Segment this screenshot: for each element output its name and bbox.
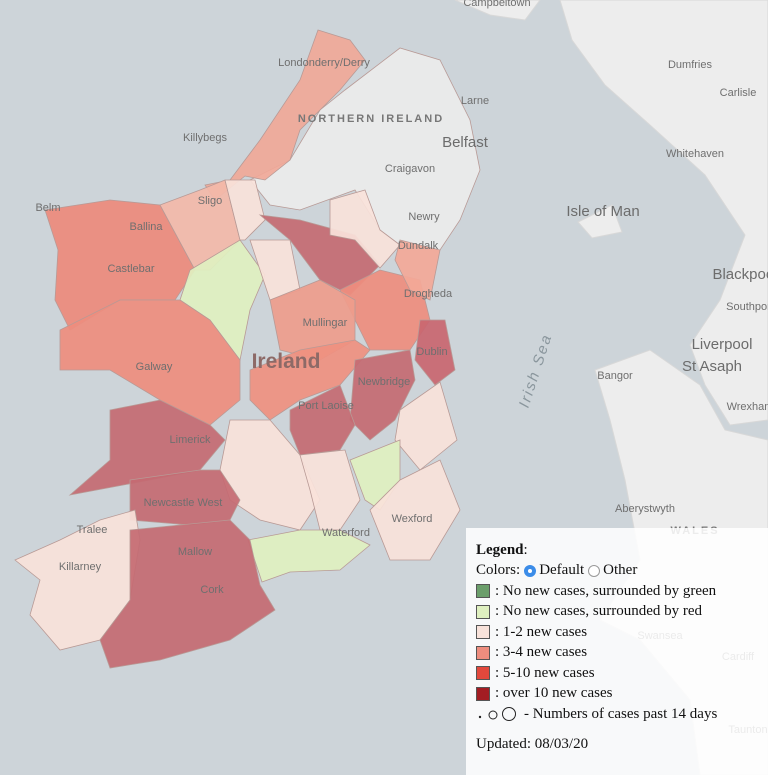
legend-label: : 5-10 new cases	[495, 664, 595, 681]
place-label: Isle of Man	[566, 203, 639, 220]
radio-button[interactable]	[588, 564, 601, 577]
legend-swatch	[476, 645, 490, 660]
place-label: Carlisle	[720, 87, 757, 99]
legend-title: Legend	[476, 541, 524, 558]
legend-label: : 3-4 new cases	[495, 644, 588, 661]
legend-swatch	[476, 666, 490, 681]
place-label: Craigavon	[385, 163, 435, 175]
place-label: Ballina	[129, 221, 163, 233]
place-label: Dumfries	[668, 59, 713, 71]
legend-label: : 1-2 new cases	[495, 623, 588, 640]
legend-item: : 3-4 new cases	[476, 643, 768, 664]
place-label: Dundalk	[398, 240, 439, 252]
place-label: Whitehaven	[666, 148, 724, 160]
circles-label: - Numbers of cases past 14 days	[524, 705, 718, 722]
place-label: Aberystwyth	[615, 503, 675, 515]
place-label: Newbridge	[358, 376, 411, 388]
place-label: Blackpool	[712, 266, 768, 283]
place-label: Killarney	[59, 561, 102, 573]
place-label: Londonderry/Derry	[278, 57, 370, 69]
legend-swatch	[476, 584, 490, 599]
place-label: Cork	[200, 584, 224, 596]
place-label: NORTHERN IRELAND	[298, 113, 444, 125]
place-label: Mallow	[178, 546, 212, 558]
legend-item: : No new cases, surrounded by red	[476, 602, 768, 623]
place-label: Wrexham	[727, 401, 768, 413]
circles-row: - Numbers of cases past 14 days	[476, 704, 768, 725]
place-label: Limerick	[170, 434, 211, 446]
radio-button[interactable]	[524, 564, 537, 577]
colors-label: Colors:	[476, 562, 521, 579]
radio-label[interactable]: Default	[539, 562, 585, 579]
place-label: Ireland	[252, 350, 321, 373]
legend-item: : 5-10 new cases	[476, 663, 768, 684]
place-label: Drogheda	[404, 288, 453, 300]
place-label: St Asaph	[682, 358, 742, 375]
circle-small	[478, 716, 482, 719]
legend-swatch	[476, 625, 490, 640]
place-label: Belfast	[442, 134, 489, 151]
place-label: Killybegs	[183, 132, 228, 144]
place-label: Mullingar	[303, 317, 348, 329]
circle-medium	[488, 710, 498, 720]
legend-swatch	[476, 686, 490, 701]
updated-row: Updated: 08/03/20	[476, 735, 768, 756]
legend-label: : over 10 new cases	[495, 685, 613, 702]
circle-sizes	[478, 707, 516, 722]
legend-label: : No new cases, surrounded by green	[495, 582, 717, 599]
legend-item: : No new cases, surrounded by green	[476, 581, 768, 602]
place-label: Galway	[136, 361, 173, 373]
place-label: Port Laoise	[298, 400, 354, 412]
place-label: Castlebar	[107, 263, 154, 275]
place-label: Dublin	[416, 346, 447, 358]
place-label: Liverpool	[692, 336, 753, 353]
place-label: Campbeltown	[463, 0, 530, 9]
color-options: Colors: Default Other	[476, 561, 768, 582]
radio-label[interactable]: Other	[603, 562, 638, 579]
legend-swatch	[476, 604, 490, 619]
place-label: Irish Sea	[516, 331, 556, 410]
place-label: Newcastle West	[144, 497, 223, 509]
place-label: Sligo	[198, 195, 222, 207]
circle-large	[502, 707, 516, 722]
place-label: Bangor	[597, 370, 633, 382]
legend-label: : No new cases, surrounded by red	[495, 603, 703, 620]
legend-item: : 1-2 new cases	[476, 622, 768, 643]
place-label: Larne	[461, 95, 489, 107]
place-label: Newry	[408, 211, 440, 223]
legend-title-row: Legend:	[476, 541, 528, 558]
legend-items: : No new cases, surrounded by green : No …	[476, 581, 768, 704]
ireland-counties	[14, 29, 481, 669]
legend: Legend: Colors: Default Other : No new cas…	[466, 528, 768, 775]
updated: Updated: 08/03/20	[476, 736, 589, 753]
place-label: Southport	[726, 301, 768, 313]
place-label: Tralee	[77, 524, 108, 536]
place-label: Belm	[35, 202, 60, 214]
legend-item: : over 10 new cases	[476, 684, 768, 705]
place-label: Waterford	[322, 527, 370, 539]
place-label: Wexford	[392, 513, 433, 525]
